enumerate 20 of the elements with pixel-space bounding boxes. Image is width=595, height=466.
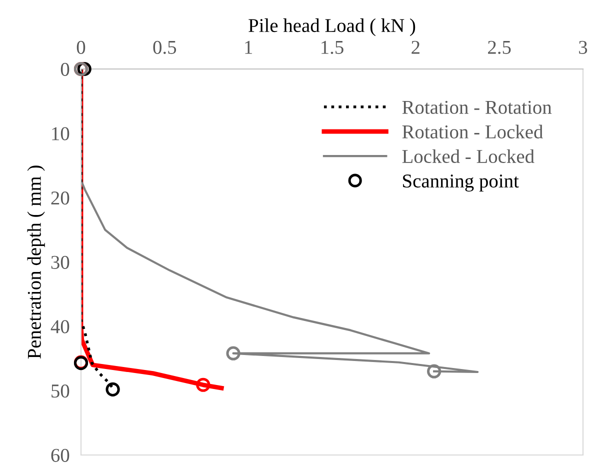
y-axis-title: Penetration depth ( mm )	[27, 166, 45, 359]
legend-label: Locked - Locked	[402, 149, 534, 164]
x-axis-title: Pile head Load ( kN )	[248, 18, 416, 36]
x-tick-label: 2.5	[488, 40, 511, 54]
y-tick-label: 30	[51, 256, 70, 269]
y-tick-label: 20	[51, 191, 70, 205]
x-tick-label: 3	[579, 40, 588, 54]
legend-label: Rotation - Locked	[402, 124, 543, 138]
x-tick-label: 1.5	[322, 40, 344, 54]
legend-label: Rotation - Rotation	[402, 100, 552, 114]
y-tick-label: 40	[50, 320, 70, 334]
legend-label: Scanning point	[403, 174, 519, 192]
y-tick-label: 10	[52, 127, 70, 140]
y-tick-label: 0	[60, 62, 70, 76]
y-tick-label: 50	[52, 384, 70, 398]
x-tick-label: 0	[76, 40, 86, 54]
y-tick-label: 60	[51, 448, 70, 462]
x-tick-label: 2	[412, 40, 420, 54]
x-tick-label: 1	[245, 40, 252, 54]
x-tick-label: 0.5	[153, 40, 176, 54]
